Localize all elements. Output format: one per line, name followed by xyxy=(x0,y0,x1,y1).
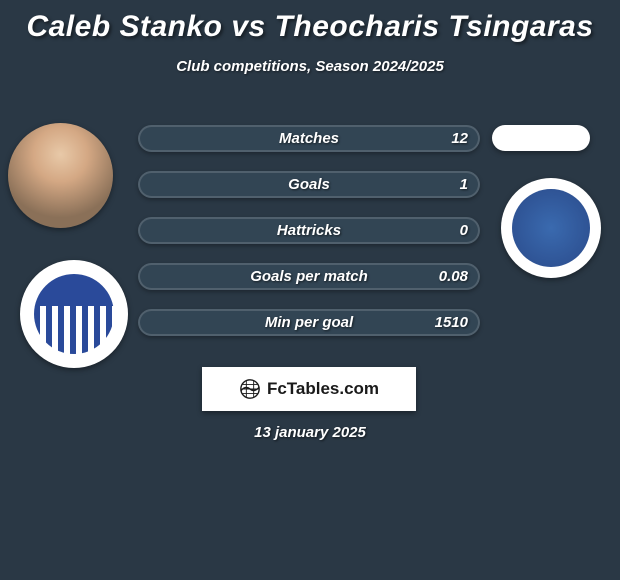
club-right-badge xyxy=(501,178,601,278)
fctables-icon xyxy=(239,378,261,400)
stat-right-value: 1 xyxy=(460,176,468,193)
stat-row: Goals 1 xyxy=(138,171,480,198)
club-left-badge-graphic xyxy=(34,274,114,354)
stat-right-value: 0 xyxy=(460,222,468,239)
stat-row: Matches 12 xyxy=(138,125,480,152)
stat-label: Goals per match xyxy=(250,268,368,285)
page-title: Caleb Stanko vs Theocharis Tsingaras xyxy=(0,0,620,44)
stat-label: Goals xyxy=(288,176,330,193)
source-logo-text: FcTables.com xyxy=(267,379,379,399)
stats-bars: Matches 12 Goals 1 Hattricks 0 Goals per… xyxy=(138,125,480,355)
stat-row: Goals per match 0.08 xyxy=(138,263,480,290)
stat-right-value: 12 xyxy=(451,130,468,147)
stat-label: Min per goal xyxy=(265,314,353,331)
stat-row: Min per goal 1510 xyxy=(138,309,480,336)
player-right-avatar xyxy=(492,125,590,151)
source-logo-box: FcTables.com xyxy=(202,367,416,411)
stat-label: Hattricks xyxy=(277,222,341,239)
page-subtitle: Club competitions, Season 2024/2025 xyxy=(0,58,620,75)
stat-label: Matches xyxy=(279,130,339,147)
footer-date: 13 january 2025 xyxy=(0,424,620,441)
stat-row: Hattricks 0 xyxy=(138,217,480,244)
stat-right-value: 0.08 xyxy=(439,268,468,285)
club-right-badge-graphic xyxy=(512,189,590,267)
player-left-avatar xyxy=(8,123,113,228)
stat-right-value: 1510 xyxy=(435,314,468,331)
club-left-badge xyxy=(20,260,128,368)
